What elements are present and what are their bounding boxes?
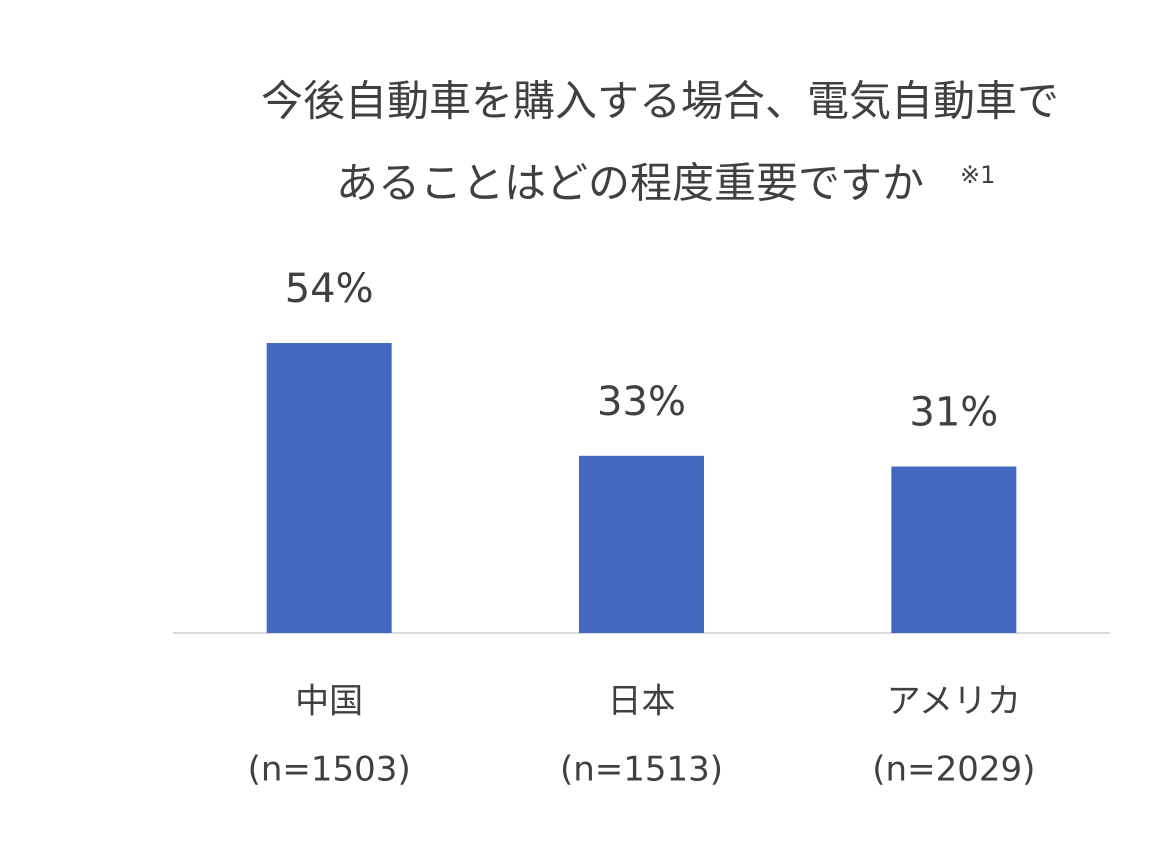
bar bbox=[579, 455, 704, 633]
chart-title: あることはどの程度重要ですか bbox=[336, 159, 924, 208]
title-note: ※1 bbox=[960, 161, 995, 189]
bar bbox=[266, 343, 392, 633]
x-tick-label: 日本 bbox=[608, 682, 676, 722]
x-tick-label: アメリカ bbox=[887, 682, 1021, 722]
x-tick-label: 中国 bbox=[295, 682, 363, 722]
chart-title: 今後自動車を購入する場合、電気自動車で bbox=[261, 77, 1059, 126]
bar bbox=[891, 466, 1017, 633]
data-label: 31% bbox=[909, 390, 998, 436]
sample-size: (n=2029) bbox=[872, 750, 1035, 790]
data-label: 54% bbox=[285, 266, 374, 312]
sample-size: (n=1503) bbox=[248, 750, 411, 790]
sample-size: (n=1513) bbox=[560, 750, 723, 790]
data-label: 33% bbox=[597, 379, 686, 425]
